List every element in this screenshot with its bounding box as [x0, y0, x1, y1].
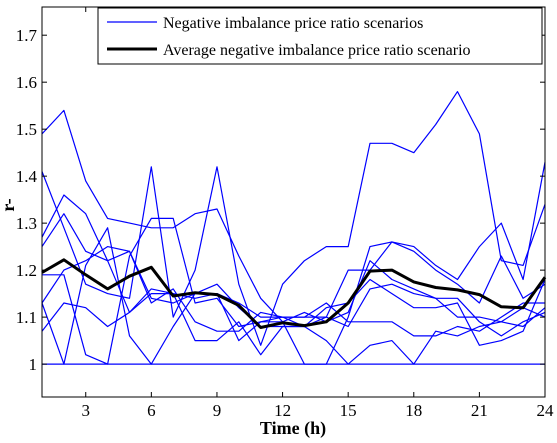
x-tick-label: 18 — [405, 401, 422, 420]
y-tick-label: 1.1 — [16, 308, 37, 327]
plot-frame — [41, 6, 546, 398]
y-tick-label: 1.2 — [16, 261, 37, 280]
y-tick-label: 1.7 — [16, 26, 38, 45]
legend-label-scenarios: Negative imbalance price ratio scenarios — [163, 15, 423, 32]
legend: Negative imbalance price ratio scenarios… — [97, 7, 543, 65]
y-tick-label: 1 — [29, 355, 38, 374]
series-line-average — [41, 258, 547, 329]
y-tick-label: 1.3 — [16, 214, 37, 233]
series-line-scenario-8 — [41, 227, 546, 365]
y-tick-label: 1.6 — [16, 73, 37, 92]
series-layer — [41, 90, 547, 365]
x-tick-label: 12 — [274, 401, 291, 420]
y-tick-label: 1.5 — [16, 120, 37, 139]
series-line-scenario-5 — [41, 246, 545, 337]
y-axis-label: r- — [0, 198, 18, 211]
x-tick-label: 9 — [213, 401, 222, 420]
x-axis-label: Time (h) — [260, 418, 326, 439]
tick-layer: 3 6 9 12 15 18 21 24 1 1.1 1.2 1.3 1.4 1.5 1.6 1.7 — [16, 7, 554, 420]
series-line-scenario-2 — [41, 90, 546, 346]
y-tick-label: 1.4 — [16, 167, 38, 186]
x-tick-label: 3 — [81, 401, 90, 420]
legend-label-average: Average negative imbalance price ratio s… — [163, 42, 471, 59]
x-tick-label: 6 — [147, 401, 156, 420]
series-line-scenario-3 — [41, 194, 546, 318]
series-line-scenario-1 — [41, 109, 546, 365]
x-tick-label: 21 — [471, 401, 488, 420]
x-tick-label: 15 — [340, 401, 357, 420]
x-tick-label: 24 — [537, 401, 555, 420]
legend-box — [97, 7, 543, 65]
series-line-scenario-7 — [41, 213, 546, 346]
